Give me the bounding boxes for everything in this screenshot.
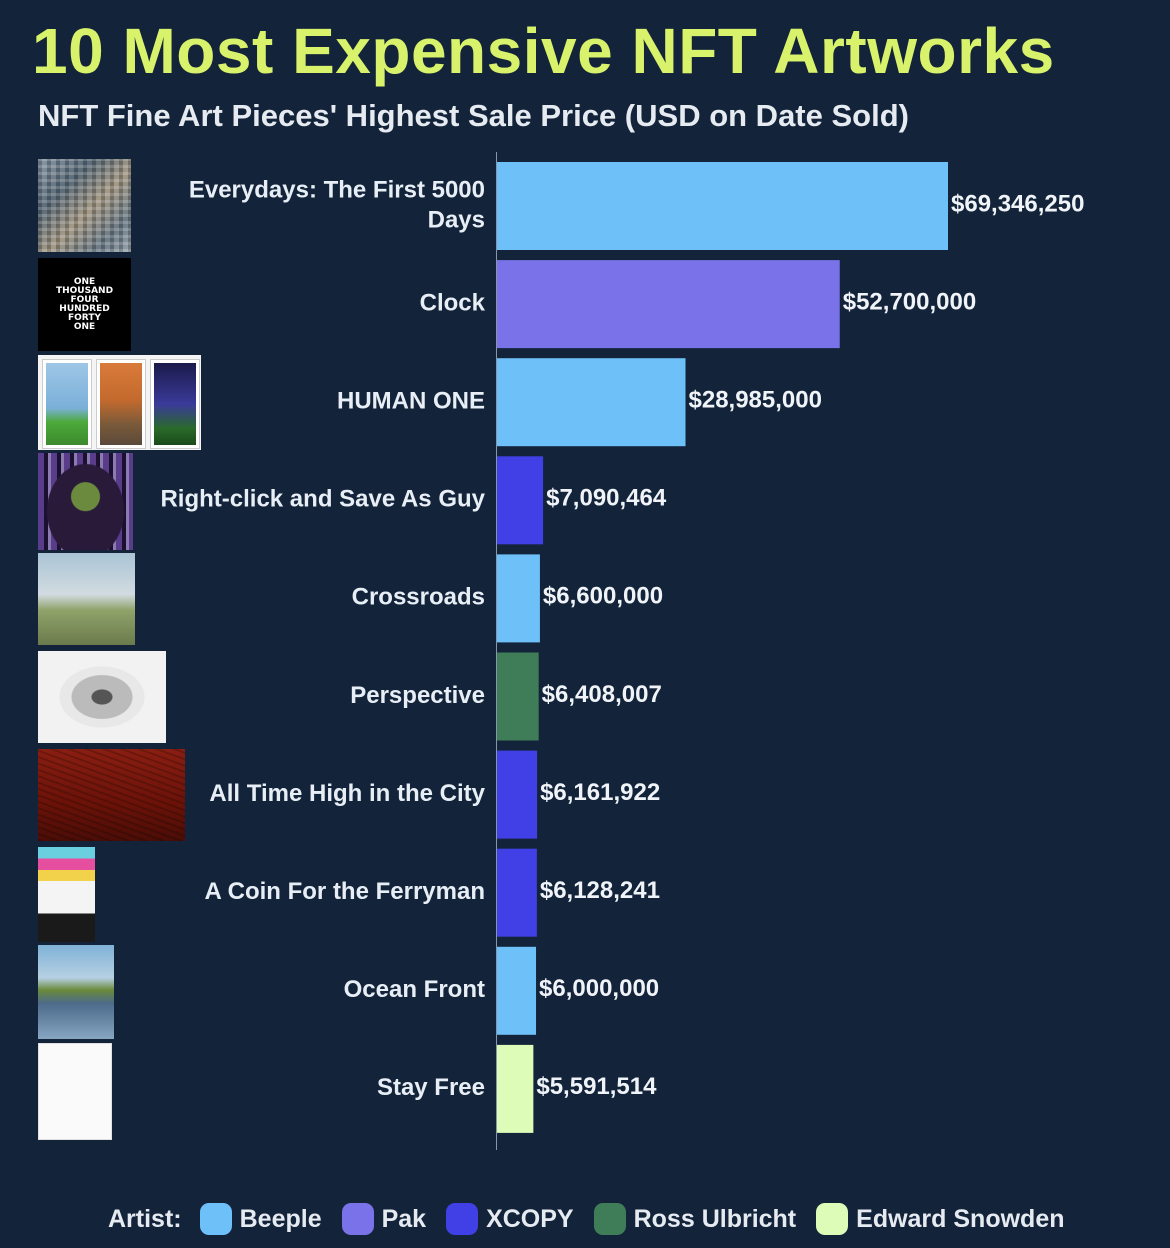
- perspective-thumbnail: [38, 651, 166, 743]
- legend-label-ross-ulbricht: Ross Ulbricht: [633, 1204, 797, 1233]
- bar-stay-free: [497, 1044, 534, 1133]
- legend-swatch-edward-snowden: [816, 1203, 849, 1235]
- legend-item-xcopy: XCOPY: [446, 1203, 574, 1235]
- all-time-high-thumbnail: [38, 749, 185, 841]
- coin-ferryman-thumbnail: [38, 847, 95, 942]
- category-label-everydays-the-first-5000-days: Everydays: The First 5000 Days: [189, 176, 485, 233]
- human-one-thumbnail: [38, 355, 201, 450]
- bar-ocean-front: [497, 946, 537, 1035]
- legend-item-edward-snowden: Edward Snowden: [816, 1203, 1065, 1235]
- legend-item-pak: Pak: [341, 1203, 427, 1235]
- crossroads-thumbnail: [38, 553, 135, 645]
- value-label-ocean-front: $6,000,000: [539, 975, 659, 1002]
- legend-swatch-pak: [341, 1203, 374, 1235]
- category-label-right-click-and-save-as-guy: Right-click and Save As Guy: [160, 486, 485, 513]
- bar-chart: $69,346,250 Everydays: The First 5000 Days…: [160, 152, 1084, 1150]
- legend-swatch-beeple: [199, 1203, 232, 1235]
- chart-title: 10 Most Expensive NFT Artworks: [32, 15, 1055, 87]
- clock-thumbnail: ONE THOUSAND FOUR HUNDRED FORTY ONE: [38, 258, 131, 351]
- category-label-a-coin-for-the-ferryman: A Coin For the Ferryman: [205, 878, 485, 905]
- legend-title: Artist:: [108, 1204, 182, 1233]
- bar-perspective: [497, 652, 539, 741]
- category-label-ocean-front: Ocean Front: [344, 976, 485, 1003]
- category-label-perspective: Perspective: [350, 682, 485, 709]
- legend-label-xcopy: XCOPY: [486, 1204, 574, 1233]
- bar-everydays-the-first-5000-days: [497, 162, 948, 250]
- everydays-thumbnail: [38, 159, 131, 252]
- legend: Artist: Beeple Pak XCOPY Ross Ulbricht E…: [108, 1203, 1085, 1235]
- legend-swatch-xcopy: [446, 1203, 479, 1235]
- legend-label-beeple: Beeple: [239, 1204, 322, 1233]
- bar-a-coin-for-the-ferryman: [497, 848, 537, 937]
- legend-item-ross-ulbricht: Ross Ulbricht: [593, 1203, 797, 1235]
- value-label-a-coin-for-the-ferryman: $6,128,241: [540, 877, 660, 904]
- value-label-stay-free: $5,591,514: [536, 1073, 657, 1100]
- right-click-guy-thumbnail: [38, 453, 133, 550]
- bar-right-click-and-save-as-guy: [497, 456, 544, 545]
- value-label-human-one: $28,985,000: [689, 387, 822, 414]
- legend-item-beeple: Beeple: [199, 1203, 322, 1235]
- bar-all-time-high-in-the-city: [497, 750, 538, 839]
- bar-clock: [497, 260, 840, 349]
- legend-label-edward-snowden: Edward Snowden: [856, 1204, 1065, 1233]
- chart-subtitle: NFT Fine Art Pieces' Highest Sale Price …: [38, 98, 909, 133]
- stay-free-thumbnail: [38, 1043, 112, 1140]
- value-label-crossroads: $6,600,000: [543, 583, 663, 610]
- category-label-crossroads: Crossroads: [352, 584, 485, 611]
- ocean-front-thumbnail: [38, 945, 114, 1039]
- value-label-everydays-the-first-5000-days: $69,346,250: [951, 190, 1084, 217]
- category-label-clock: Clock: [420, 289, 486, 316]
- bar-human-one: [497, 358, 686, 447]
- category-label-human-one: HUMAN ONE: [337, 388, 485, 415]
- value-label-perspective: $6,408,007: [542, 681, 662, 708]
- legend-label-pak: Pak: [381, 1204, 427, 1233]
- category-label-all-time-high-in-the-city: All Time High in the City: [209, 780, 485, 807]
- value-label-right-click-and-save-as-guy: $7,090,464: [546, 485, 667, 512]
- legend-swatch-ross-ulbricht: [593, 1203, 626, 1235]
- bar-crossroads: [497, 554, 540, 643]
- category-label-stay-free: Stay Free: [377, 1074, 485, 1101]
- clock-thumbnail-text: ONE THOUSAND FOUR HUNDRED FORTY ONE: [55, 276, 114, 332]
- value-label-all-time-high-in-the-city: $6,161,922: [540, 779, 660, 806]
- value-label-clock: $52,700,000: [843, 288, 976, 315]
